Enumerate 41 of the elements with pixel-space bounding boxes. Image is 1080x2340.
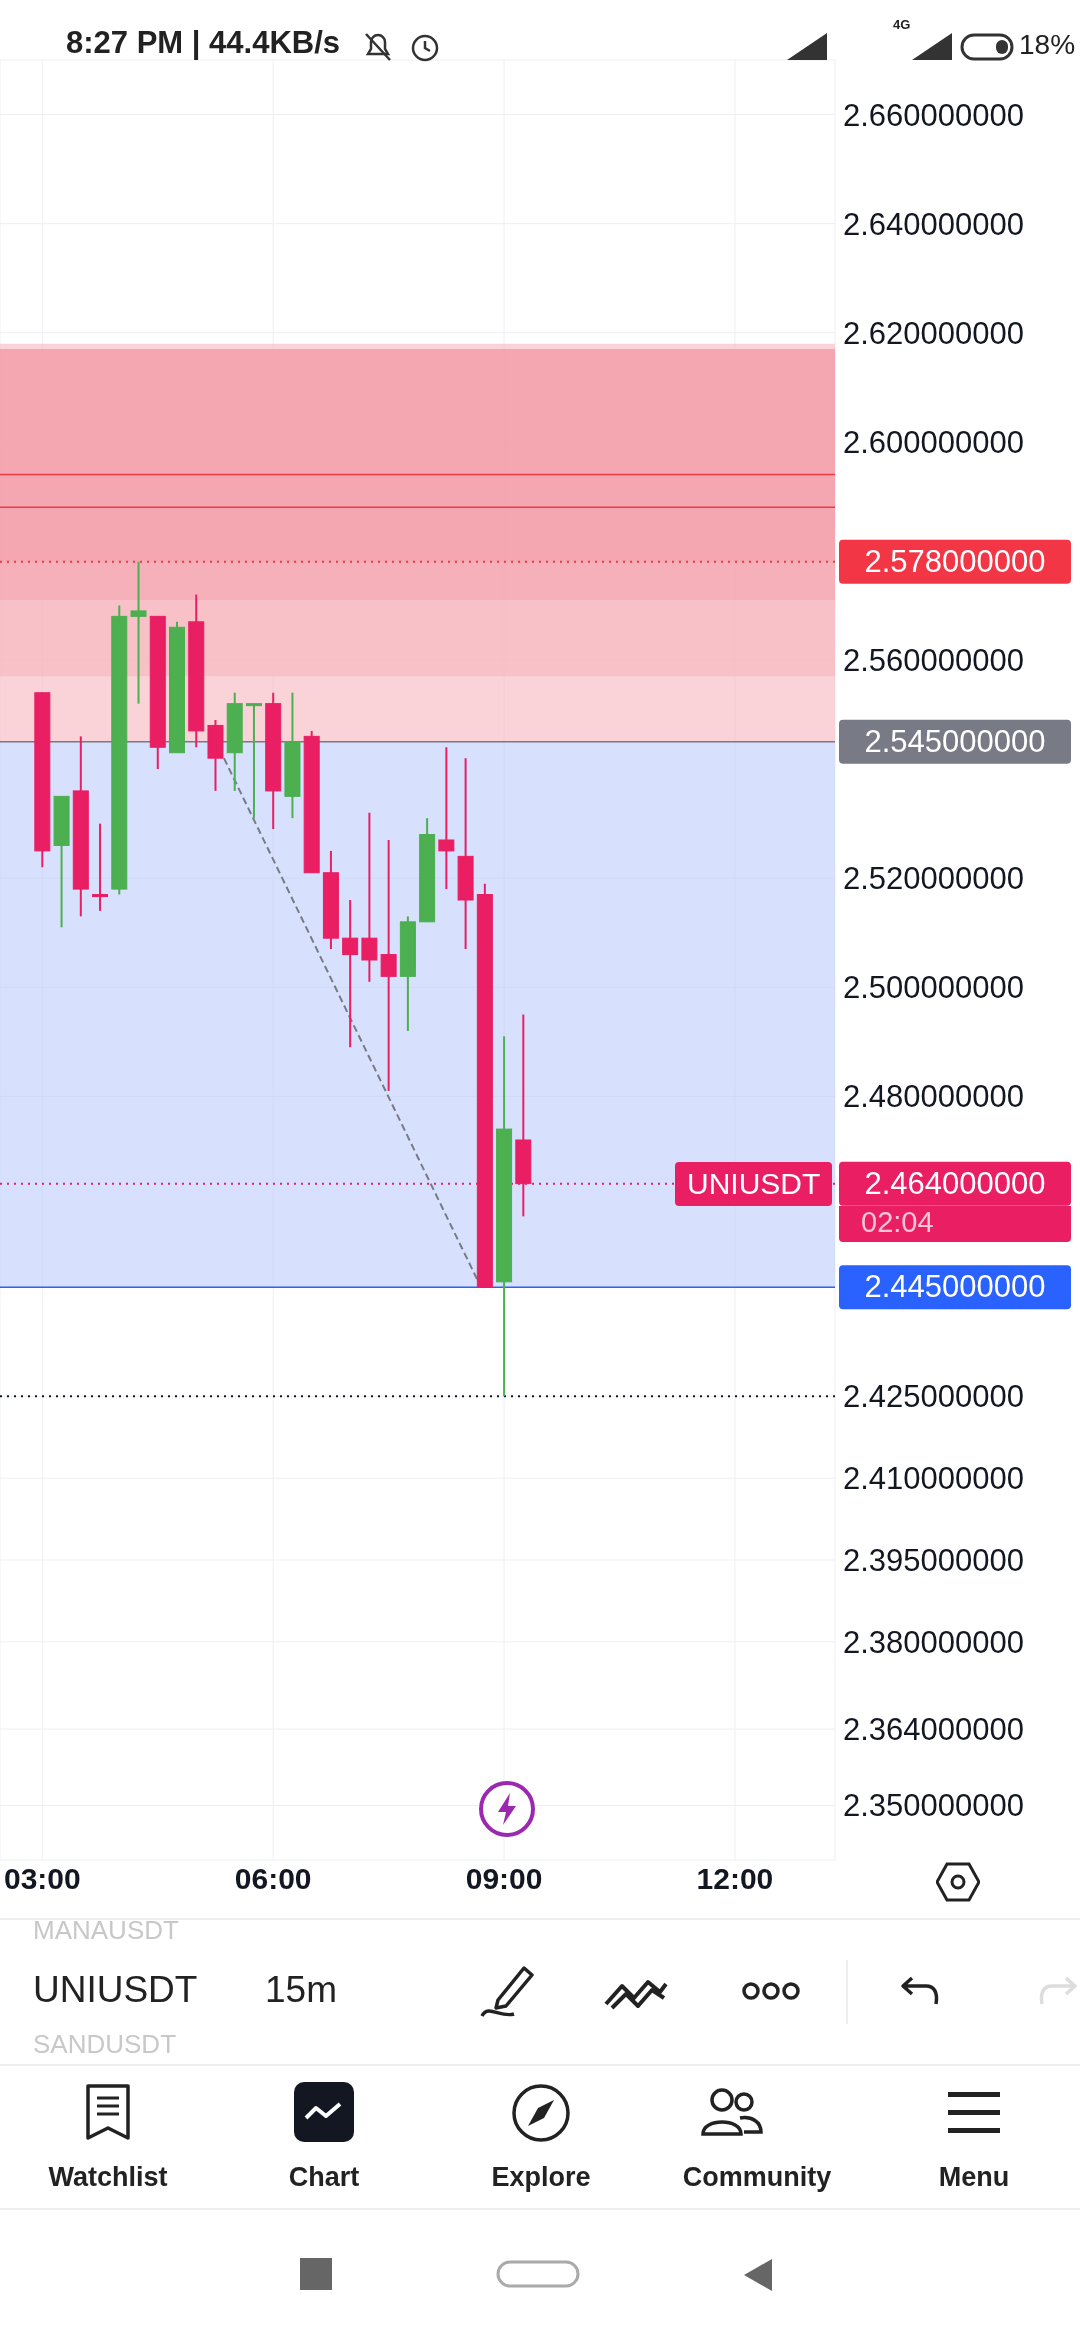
text: 8:27 PM | 44.4KB/s [66, 25, 341, 61]
x-tick-label: 06:00 [234, 1862, 312, 1896]
y-tick-label: 2.380000000 [843, 1624, 1025, 1660]
text: Community [681, 2162, 833, 2193]
candlestick [380, 839, 397, 1092]
y-tick-label: 2.560000000 [843, 643, 1025, 679]
annotation: UNIUSDT [675, 1161, 833, 1206]
y-tick-label: 2.520000000 [843, 861, 1025, 897]
text: Watchlist [47, 2162, 169, 2193]
candlestick [130, 560, 147, 705]
text: UNIUSDT [33, 1969, 198, 2011]
ref-line-label: 2.445000000 [864, 1269, 1046, 1305]
candlestick [438, 746, 455, 891]
y-tick-label: 2.425000000 [843, 1379, 1025, 1415]
text: Explore [491, 2162, 591, 2192]
y-tick-label: 2.364000000 [843, 1712, 1025, 1748]
text: 02:04 [839, 1206, 1071, 1242]
ref-line-label: 2.578000000 [864, 543, 1046, 579]
text: Menu [938, 2162, 1010, 2192]
y-tick-label: 2.640000000 [843, 206, 1025, 242]
text: 18% [1019, 29, 1076, 61]
ref-line-label: 2.545000000 [864, 723, 1046, 759]
candlestick [245, 702, 262, 820]
text: 15m [265, 1969, 337, 2011]
y-tick-label: 2.410000000 [843, 1461, 1025, 1497]
y-tick-label: 2.480000000 [843, 1079, 1025, 1115]
text: Chart [287, 2162, 361, 2193]
y-tick-label: 2.660000000 [843, 97, 1025, 133]
y-tick-label: 2.350000000 [843, 1788, 1025, 1824]
y-tick-label: 2.620000000 [843, 315, 1025, 351]
y-tick-label: 2.500000000 [843, 970, 1025, 1006]
x-tick-label: 12:00 [696, 1862, 774, 1896]
y-tick-label: 2.600000000 [843, 424, 1025, 460]
x-tick-label: 03:00 [3, 1862, 81, 1896]
candlestick [92, 822, 109, 912]
candlestick [342, 899, 359, 1049]
x-tick-label: 09:00 [465, 1862, 543, 1896]
text: 4G [893, 17, 911, 33]
candlestick [361, 811, 378, 983]
ref-line-label: 2.464000000 [864, 1165, 1046, 1201]
y-tick-label: 2.395000000 [843, 1543, 1025, 1579]
